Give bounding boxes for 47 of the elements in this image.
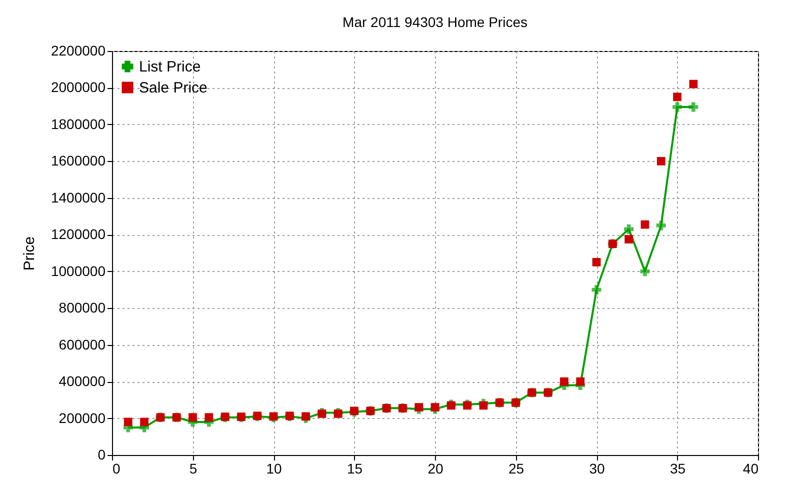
y-tick-label: 2200000 <box>50 42 106 58</box>
point <box>673 92 682 102</box>
legend-label: List Price <box>139 58 201 76</box>
x-tick-label: 10 <box>266 460 282 476</box>
y-tick-label: 1200000 <box>50 226 106 242</box>
point <box>624 235 633 244</box>
x-tick-label: 15 <box>346 460 363 476</box>
x-tick-label: 25 <box>508 460 524 476</box>
point <box>430 403 440 412</box>
point <box>188 413 197 422</box>
point <box>140 418 148 426</box>
y-axis-title: Price <box>20 236 38 271</box>
y-tick-label: 1000000 <box>50 262 106 279</box>
point <box>479 401 488 410</box>
x-tick-label: 5 <box>189 460 198 476</box>
x-tick-label: 20 <box>428 460 444 476</box>
point <box>560 377 568 386</box>
y-tick-label: 1800000 <box>50 116 106 132</box>
legend-label: Sale Price <box>139 80 208 96</box>
point <box>689 80 698 88</box>
point <box>414 403 424 412</box>
point <box>592 258 601 266</box>
point <box>204 413 214 422</box>
y-tick-label: 0 <box>98 446 106 462</box>
point <box>640 220 650 229</box>
y-tick-label: 1400000 <box>50 189 106 206</box>
x-tick-label: 35 <box>670 460 686 476</box>
y-tick-label: 1600000 <box>50 152 106 169</box>
y-tick-label: 800000 <box>58 300 106 316</box>
chart-title: Mar 2011 94303 Home Prices <box>342 14 528 30</box>
y-tick-label: 2000000 <box>50 79 106 96</box>
point <box>656 157 666 166</box>
y-tick-label: 600000 <box>58 336 106 352</box>
point <box>302 412 310 421</box>
x-tick-label: 0 <box>112 460 120 476</box>
x-tick-label: 40 <box>742 460 759 476</box>
point <box>640 266 650 276</box>
point <box>576 377 585 386</box>
y-tick-label: 400000 <box>58 373 106 390</box>
x-tick-label: 30 <box>589 460 605 476</box>
y-tick-label: 200000 <box>58 410 106 426</box>
point <box>592 284 602 294</box>
point <box>688 102 698 112</box>
point <box>656 220 666 230</box>
point <box>124 418 132 426</box>
point <box>624 224 634 234</box>
point <box>672 102 682 112</box>
